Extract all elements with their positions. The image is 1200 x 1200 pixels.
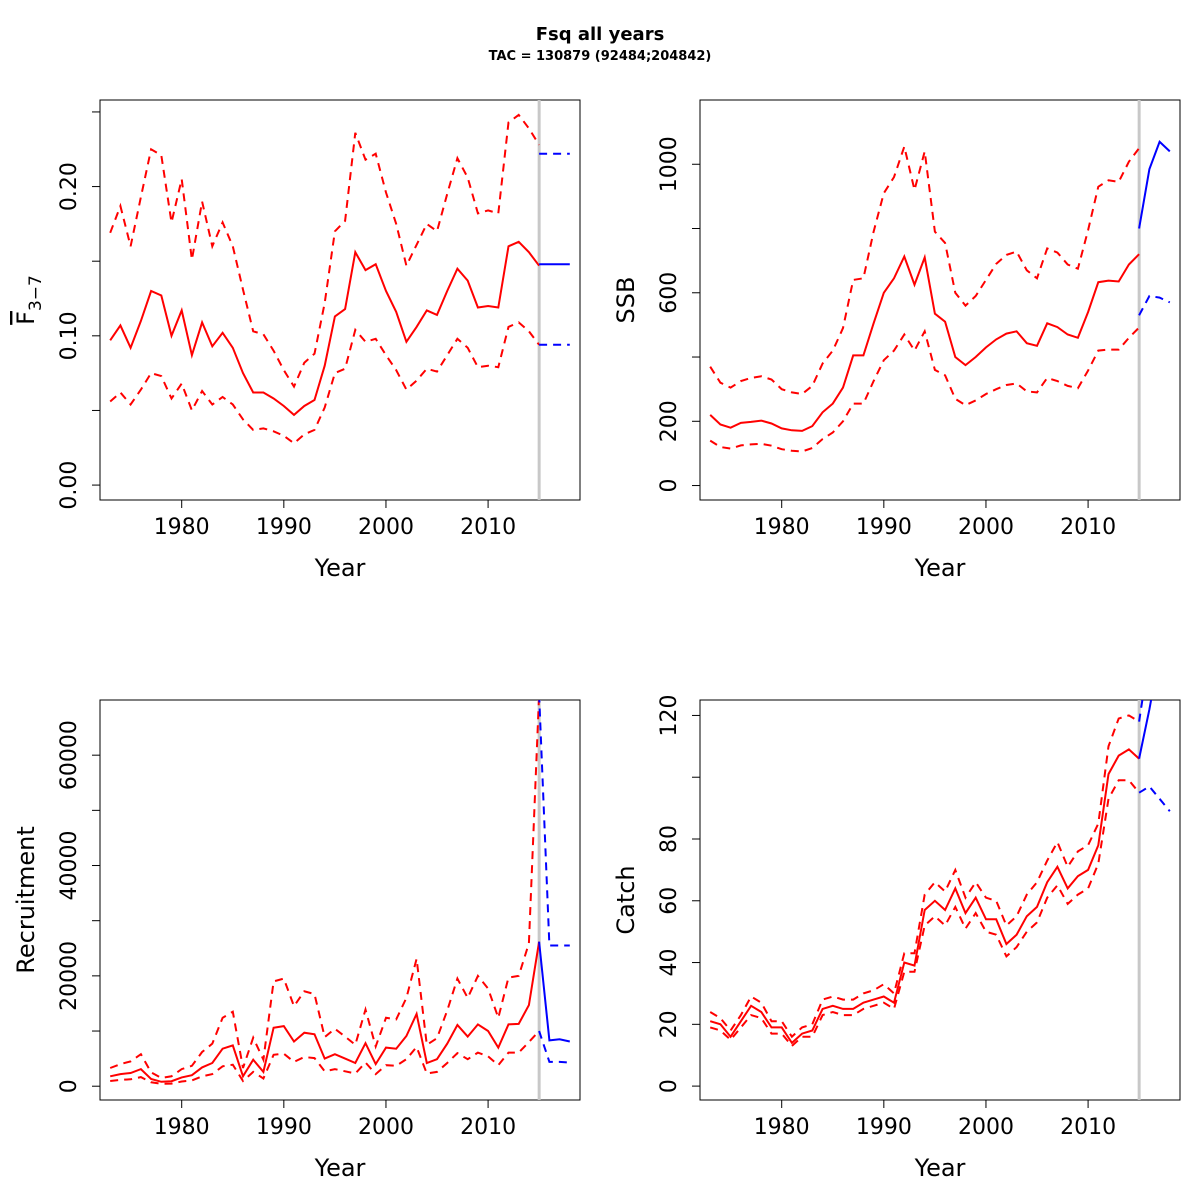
x-axis-label: Year — [314, 1154, 366, 1182]
forecast-lower-line — [1138, 294, 1171, 316]
y-axis-label: Catch — [612, 865, 640, 934]
forecast-upper-line — [538, 700, 570, 947]
series-group — [709, 84, 1171, 500]
y-axis-label: F3−7 — [12, 275, 46, 325]
y-tick-label: 60000 — [57, 720, 82, 790]
y-tick-label: 0.20 — [57, 162, 82, 211]
panel-catch: 1980 1990 2000 2010 0 20 40 60 80 120 Year Catch — [612, 694, 1181, 1182]
panel-ssb: 1980 1990 2000 2010 0 200 600 1000 Year SSB — [612, 84, 1181, 582]
series-group — [109, 100, 570, 500]
estimate-upper-line — [109, 700, 540, 1079]
y-tick-label: 0 — [57, 1079, 82, 1093]
x-axis-label: Year — [314, 554, 366, 582]
estimate-line — [109, 941, 541, 1083]
figure-title: Fsq all years — [536, 24, 665, 45]
estimate-upper-line — [709, 714, 1140, 1039]
x-tick-label: 2010 — [1060, 1115, 1116, 1140]
plot-frame — [99, 699, 581, 1101]
estimate-lower-line — [110, 1030, 540, 1085]
plot-frame — [699, 699, 1181, 1101]
panel-recruitment: 1980 1990 2000 2010 0 20000 40000 60000 Year Recr… — [12, 699, 581, 1182]
estimate-upper-line — [709, 142, 1140, 396]
x-tick-label: 1990 — [856, 1115, 912, 1140]
estimate-line — [709, 748, 1140, 1045]
x-tick-label: 1980 — [754, 1115, 810, 1140]
forecast-line — [1138, 140, 1171, 229]
y-tick-label: 80 — [657, 825, 682, 853]
x-tick-label: 1980 — [154, 1115, 210, 1140]
y-axis-label: SSB — [612, 277, 640, 324]
y-tick-label: 0.00 — [57, 461, 82, 510]
x-tick-label: 2010 — [460, 515, 516, 540]
plot-frame — [99, 99, 581, 501]
y-tick-label: 20000 — [57, 941, 82, 1011]
y-tick-label: 600 — [657, 272, 682, 314]
forecast-lower-line — [1138, 785, 1171, 812]
y-tick-label: 40000 — [57, 831, 82, 901]
x-tick-label: 1990 — [256, 515, 312, 540]
panel-fbar: 1980 1990 2000 2010 0.00 0.10 0.20 Year F3−7 — [12, 99, 581, 582]
y-tick-label: 1000 — [657, 136, 682, 192]
series-group — [109, 700, 571, 1100]
x-tick-label: 1990 — [256, 1115, 312, 1140]
x-tick-label: 2000 — [958, 515, 1014, 540]
estimate-lower-line — [109, 321, 540, 445]
y-tick-label: 20 — [657, 1010, 682, 1038]
estimate-line — [709, 253, 1140, 432]
x-tick-label: 2000 — [358, 515, 414, 540]
y-tick-label: 60 — [657, 887, 682, 915]
x-tick-label: 2010 — [1060, 515, 1116, 540]
estimate-lower-line — [709, 779, 1140, 1048]
forecast-line — [538, 941, 571, 1043]
y-axis-label: Recruitment — [12, 826, 40, 973]
x-tick-label: 2000 — [958, 1115, 1014, 1140]
figure-subtitle: TAC = 130879 (92484;204842) — [489, 49, 712, 64]
x-tick-label: 1980 — [754, 515, 810, 540]
x-tick-label: 2000 — [358, 1115, 414, 1140]
plot-frame — [699, 99, 1181, 501]
y-tick-label: 120 — [657, 694, 682, 736]
y-tick-label: 40 — [657, 949, 682, 977]
series-group — [709, 700, 1171, 1100]
y-tick-label: 0.10 — [57, 311, 82, 360]
x-axis-label: Year — [914, 1154, 966, 1182]
x-tick-label: 1990 — [856, 515, 912, 540]
estimate-upper-line — [109, 113, 540, 389]
estimate-lower-line — [709, 326, 1140, 453]
forecast-lower-line — [538, 1030, 570, 1064]
y-tick-label: 0 — [657, 479, 682, 493]
x-tick-label: 1980 — [154, 515, 210, 540]
x-axis-label: Year — [914, 554, 966, 582]
y-tick-label: 200 — [657, 400, 682, 442]
estimate-line — [109, 240, 540, 417]
forecast-upper-line — [1139, 84, 1170, 97]
forecast-upper-line — [1138, 700, 1144, 722]
y-tick-label: 0 — [657, 1079, 682, 1093]
forecast-line — [1138, 700, 1153, 759]
x-tick-label: 2010 — [460, 1115, 516, 1140]
